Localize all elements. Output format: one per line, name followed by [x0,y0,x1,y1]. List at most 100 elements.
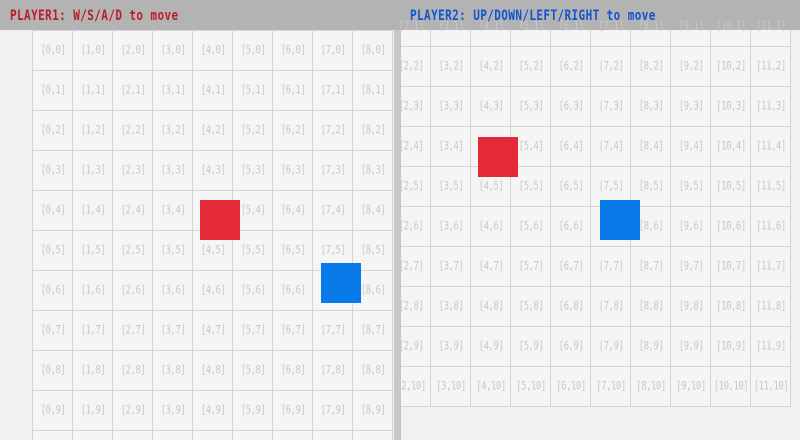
grid-cell [511,287,551,327]
grid-cell [273,271,313,311]
grid-cell [471,87,511,127]
grid-cell [751,47,791,87]
grid-cell [113,191,153,231]
grid-cell [353,351,393,391]
grid-cell [33,191,73,231]
grid-cell [153,151,193,191]
player2-grid-viewport[interactable]: [2,1] [3,1] [4,1] [5,1] [6,1] [7,1] [8,1] [9,1]… [394,0,800,440]
grid-cell [273,431,313,440]
grid-cell [113,391,153,431]
grid-cell [273,391,313,431]
grid-cell [233,271,273,311]
grid-cell [751,287,791,327]
player1-header: PLAYER1: W/S/A/D to move [0,0,400,30]
grid-cell [711,47,751,87]
grid-cell [73,351,113,391]
grid-cell [73,391,113,431]
grid-cell [551,167,591,207]
grid-cell [73,431,113,440]
grid-cell [711,287,751,327]
grid-cell [73,311,113,351]
grid-cell [353,71,393,111]
grid-cell [711,167,751,207]
grid-cell [313,71,353,111]
grid-cell [471,247,511,287]
grid-cell [153,111,193,151]
grid-cell [671,127,711,167]
grid-cell [233,391,273,431]
grid-cell [353,151,393,191]
grid-cell [113,71,153,111]
grid-cell [113,231,153,271]
grid-cell [551,87,591,127]
grid-cell [313,431,353,440]
grid-cell [273,151,313,191]
grid-cell [551,207,591,247]
grid-cell [193,311,233,351]
grid-cell [631,127,671,167]
grid-cell [551,327,591,367]
grid-cell [153,391,193,431]
grid-cell [511,367,551,407]
grid-cell [671,327,711,367]
grid-cell [193,351,233,391]
grid-cell [73,31,113,71]
grid-cell [591,327,631,367]
grid-cell [353,311,393,351]
grid-cell [153,351,193,391]
grid-cell [471,287,511,327]
grid-cell [113,31,153,71]
grid-cell [631,327,671,367]
grid-cell [751,207,791,247]
grid-cell [113,271,153,311]
grid-cell [431,247,471,287]
player1-grid-viewport[interactable]: [0,0] [1,0] [2,0] [3,0] [4,0] [5,0] [6,0] [7,0]… [0,0,394,440]
grid-cell [33,311,73,351]
grid-cell [711,127,751,167]
grid-cell [511,327,551,367]
grid-cell [353,31,393,71]
grid-cell [273,351,313,391]
grid-cell [313,391,353,431]
grid-cell [631,87,671,127]
grid-cell [631,367,671,407]
player1-header-label: PLAYER1: W/S/A/D to move [10,6,179,24]
grid-cell [193,71,233,111]
grid-cell [431,127,471,167]
grid-cell [471,367,511,407]
grid-cell [551,47,591,87]
grid-cell [313,311,353,351]
grid-cell [153,231,193,271]
grid-cell [551,247,591,287]
grid-cell [591,367,631,407]
grid-cell [273,191,313,231]
grid-cell [73,191,113,231]
grid-cell [113,351,153,391]
grid-cell [751,127,791,167]
grid-cell [73,71,113,111]
grid-cell [233,311,273,351]
grid-cell [511,247,551,287]
panel-divider [394,0,401,440]
player2-header-label: PLAYER2: UP/DOWN/LEFT/RIGHT to move [410,6,656,24]
grid-cell [431,327,471,367]
player2-header: PLAYER2: UP/DOWN/LEFT/RIGHT to move [400,0,800,30]
grid-cell [631,47,671,87]
grid-cell [471,327,511,367]
grid-cell [751,327,791,367]
grid-cell [511,207,551,247]
grid-cell [113,431,153,440]
grid-cell [353,431,393,440]
grid-cell [431,207,471,247]
grid-cell [33,271,73,311]
grid-cell [471,47,511,87]
grid-cell [431,287,471,327]
grid-cell [153,431,193,440]
grid-cell [33,71,73,111]
grid-cell [751,367,791,407]
grid-cell [431,87,471,127]
grid-cell [193,271,233,311]
grid-cell [273,71,313,111]
grid-cell [33,391,73,431]
grid-cell [193,111,233,151]
